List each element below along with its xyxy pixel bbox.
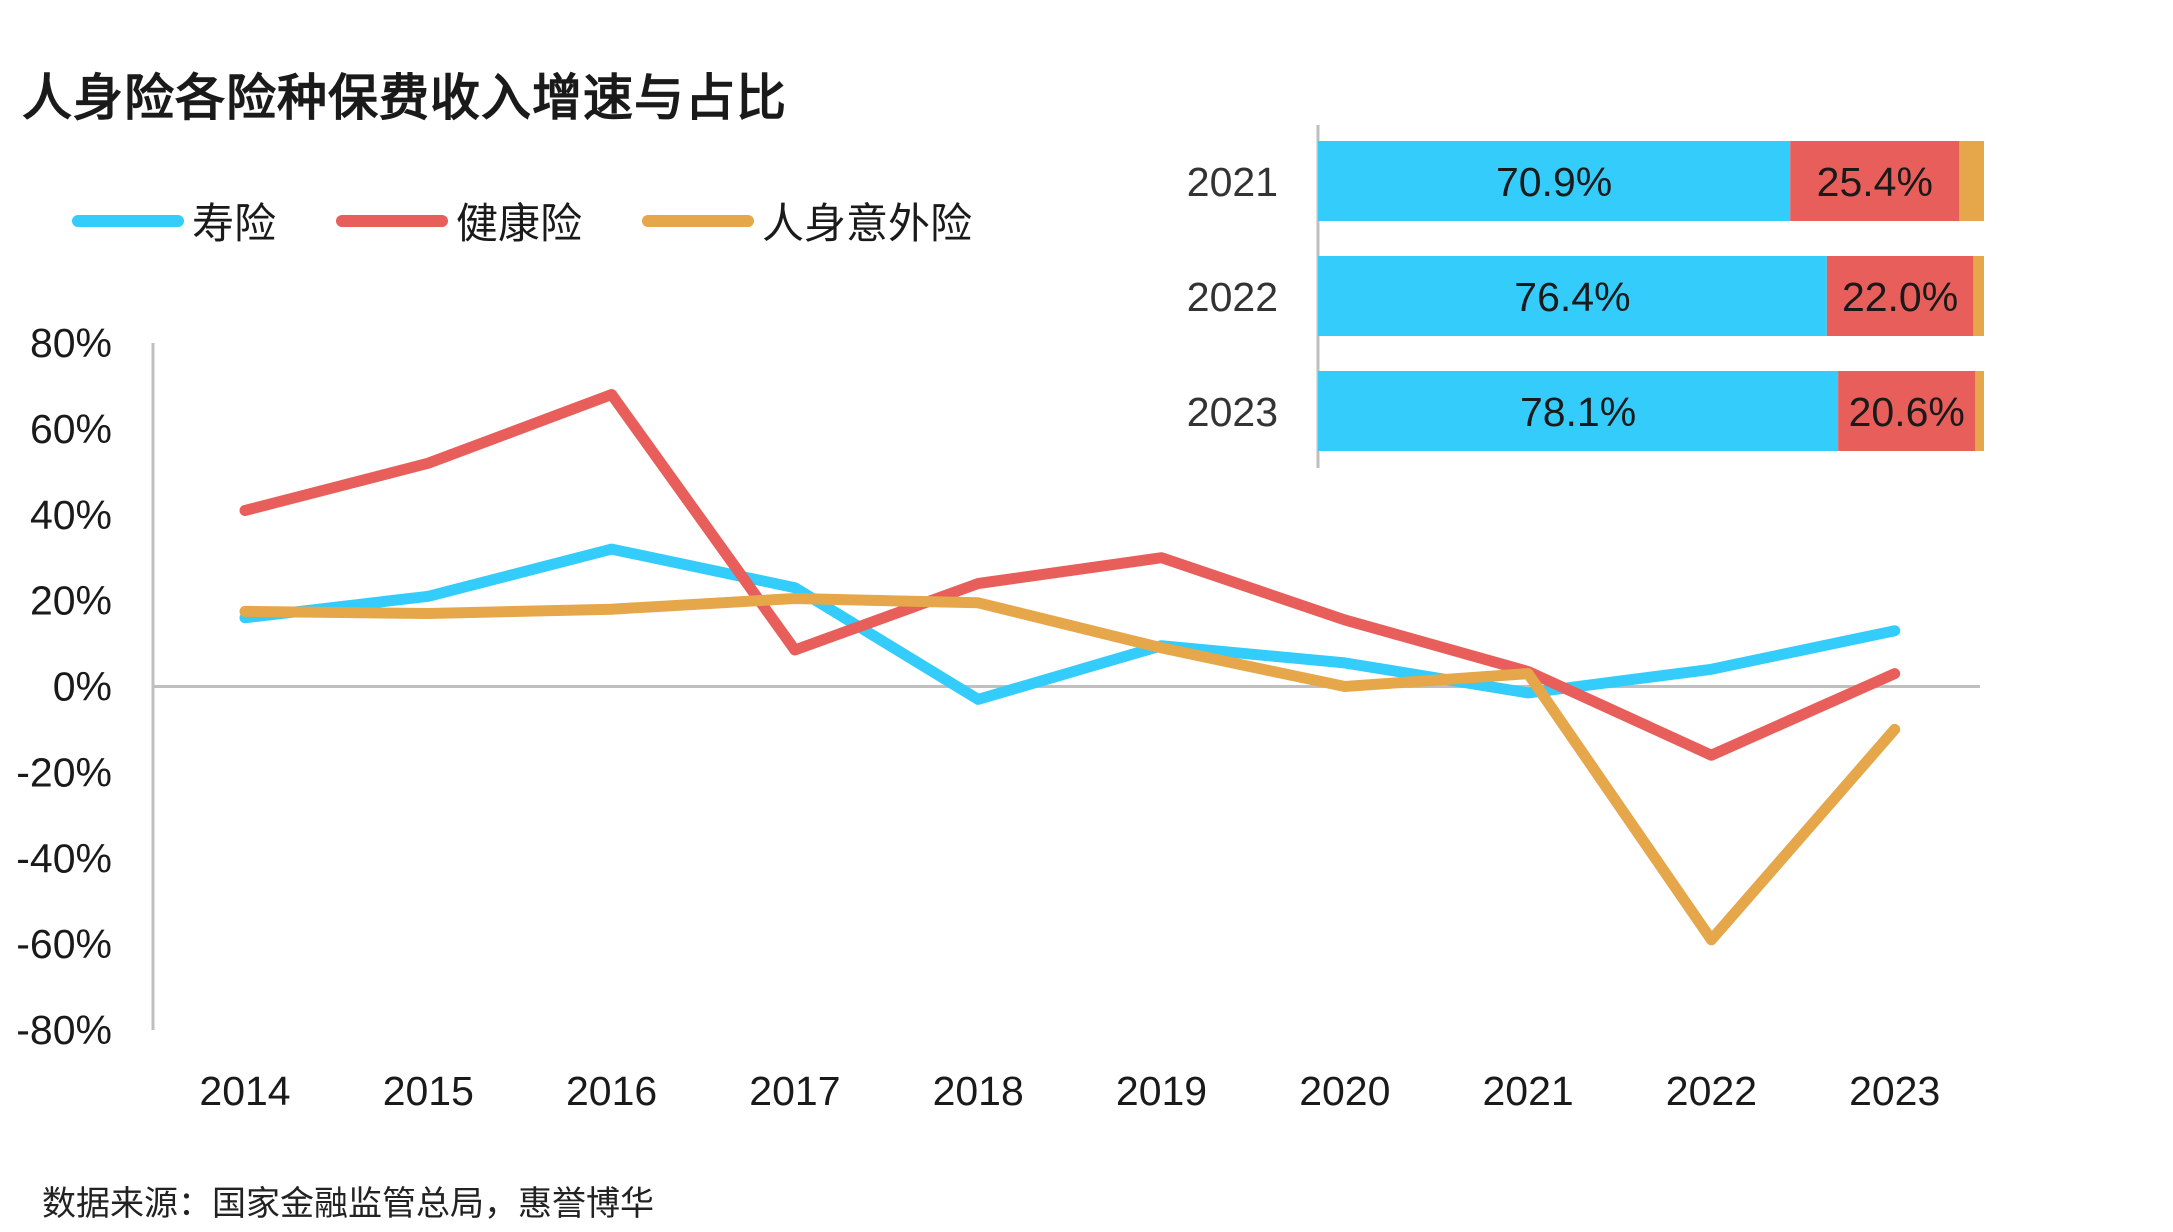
data-source: 数据来源：国家金融监管总局，惠誉博华 <box>42 1184 654 1224</box>
x-tick-label: 2017 <box>749 1068 840 1114</box>
bar-segment-life <box>1318 141 1791 221</box>
bar-segment-life <box>1318 371 1839 451</box>
bar-data-label: 76.4% <box>1514 274 1630 320</box>
x-tick-label: 2018 <box>933 1068 1024 1114</box>
bar-segment-health <box>1790 141 1960 221</box>
x-tick-label: 2015 <box>383 1068 474 1114</box>
series-line-accident <box>239 593 1901 946</box>
bar-category-label: 2023 <box>1187 389 1278 435</box>
y-tick-label: -40% <box>16 835 112 881</box>
bar-data-label: 25.4% <box>1817 159 1933 205</box>
legend-label-accident: 人身意外险 <box>762 199 973 248</box>
x-tick-label: 2022 <box>1666 1068 1757 1114</box>
bar-segment-accident <box>1975 371 1984 451</box>
legend-item-life: 寿险 <box>72 190 276 251</box>
legend-label-life: 寿险 <box>192 199 277 248</box>
x-tick-label: 2016 <box>566 1068 657 1114</box>
legend: 寿险 健康险 人身意外险 <box>72 190 1032 251</box>
y-tick-label: -80% <box>16 1007 112 1053</box>
bar-segment-health <box>1838 371 1976 451</box>
stacked-bar-chart: 2021 70.9% 25.4% 2022 76.4% 22.0% 2023 78.1% 20.… <box>1187 125 1984 468</box>
bar-data-label: 20.6% <box>1849 389 1965 435</box>
legend-label-health: 健康险 <box>456 199 583 248</box>
bar-segment-accident <box>1973 256 1984 336</box>
legend-swatch-accident <box>642 214 755 227</box>
y-tick-label: 80% <box>30 320 112 366</box>
bar-data-label: 22.0% <box>1842 274 1958 320</box>
y-tick-label: 60% <box>30 406 112 452</box>
y-tick-label: 0% <box>53 664 112 710</box>
series-line-health <box>239 389 1901 761</box>
x-tick-label: 2014 <box>199 1068 290 1114</box>
bar-segment-life <box>1318 256 1827 336</box>
legend-swatch-life <box>72 214 184 227</box>
x-tick-label: 2023 <box>1849 1068 1940 1114</box>
y-tick-label: -60% <box>16 921 112 967</box>
y-tick-label: -20% <box>16 749 112 795</box>
series-line-life <box>239 543 1901 705</box>
legend-item-accident: 人身意外险 <box>642 190 972 251</box>
bar-data-label: 78.1% <box>1520 389 1636 435</box>
legend-item-health: 健康险 <box>336 190 582 251</box>
x-tick-label: 2020 <box>1299 1068 1390 1114</box>
bar-data-label: 70.9% <box>1496 159 1612 205</box>
x-tick-label: 2019 <box>1116 1068 1207 1114</box>
bar-segment-health <box>1826 256 1974 336</box>
x-tick-label: 2021 <box>1482 1068 1573 1114</box>
y-tick-label: 40% <box>30 492 112 538</box>
y-tick-label: 20% <box>30 578 112 624</box>
bar-segment-accident <box>1959 141 1984 221</box>
bar-category-label: 2022 <box>1187 274 1278 320</box>
chart-title: 人身险各险种保费收入增速与占比 <box>22 69 787 127</box>
bar-category-label: 2021 <box>1187 159 1278 205</box>
legend-swatch-health <box>336 214 449 227</box>
